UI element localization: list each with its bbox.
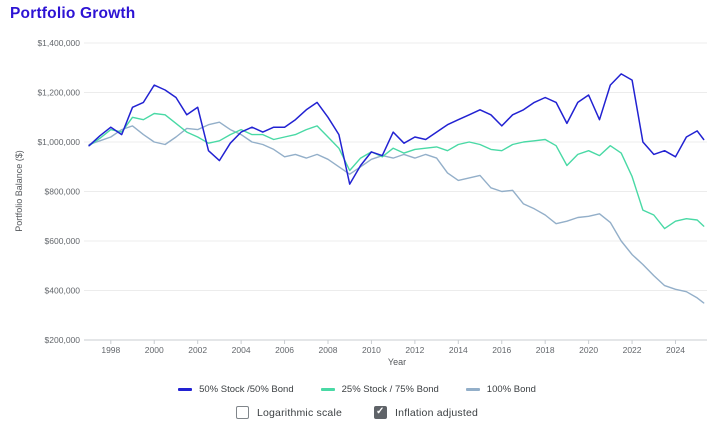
x-tick-label: 2020 bbox=[579, 345, 598, 355]
x-tick-label: 2000 bbox=[145, 345, 164, 355]
legend-swatch-100-bond bbox=[465, 388, 480, 391]
y-tick-label: $800,000 bbox=[45, 187, 81, 197]
legend-label: 50% Stock /50% Bond bbox=[199, 384, 294, 395]
legend-item-25-75[interactable]: 25% Stock / 75% Bond bbox=[320, 384, 439, 395]
series-line-100-bond bbox=[88, 121, 705, 304]
checkbox-label: Inflation adjusted bbox=[395, 406, 479, 419]
x-axis-title: Year bbox=[388, 357, 406, 367]
chart-options: Logarithmic scale Inflation adjusted bbox=[0, 406, 714, 419]
chart-legend: 50% Stock /50% Bond 25% Stock / 75% Bond… bbox=[0, 384, 714, 395]
x-tick-label: 2024 bbox=[666, 345, 685, 355]
x-tick-label: 1998 bbox=[101, 345, 120, 355]
chart-canvas[interactable]: Portfolio Balance ($) Year $200,000 $400,… bbox=[0, 28, 714, 378]
legend-label: 100% Bond bbox=[486, 384, 536, 395]
y-tick-label: $1,000,000 bbox=[37, 137, 80, 147]
series-line-25-stock-75-bond bbox=[88, 112, 705, 230]
x-tick-label: 2014 bbox=[449, 345, 468, 355]
x-tick-label: 2018 bbox=[536, 345, 555, 355]
series-line-50-stock-50-bond bbox=[88, 73, 705, 185]
x-tick-label: 2012 bbox=[405, 345, 424, 355]
y-tick-label: $200,000 bbox=[45, 335, 81, 345]
checkbox-label: Logarithmic scale bbox=[256, 406, 343, 419]
y-tick-label: $400,000 bbox=[45, 286, 81, 296]
checkbox-icon[interactable] bbox=[235, 406, 249, 419]
y-tick-label: $1,400,000 bbox=[37, 38, 80, 48]
x-tick-label: 2016 bbox=[492, 345, 511, 355]
legend-item-100-bond[interactable]: 100% Bond bbox=[465, 384, 536, 395]
x-tick-label: 2004 bbox=[232, 345, 251, 355]
x-tick-label: 2002 bbox=[188, 345, 207, 355]
legend-swatch-50-50 bbox=[178, 388, 193, 391]
x-tick-label: 2006 bbox=[275, 345, 294, 355]
legend-swatch-25-75 bbox=[320, 388, 335, 391]
legend-item-50-50[interactable]: 50% Stock /50% Bond bbox=[178, 384, 294, 395]
inflation-adjusted-checkbox[interactable]: Inflation adjusted bbox=[374, 406, 478, 419]
x-tick-label: 2008 bbox=[319, 345, 338, 355]
y-tick-label: $1,200,000 bbox=[37, 88, 80, 98]
logarithmic-scale-checkbox[interactable]: Logarithmic scale bbox=[235, 406, 343, 419]
x-tick-label: 2022 bbox=[623, 345, 642, 355]
checkbox-icon[interactable] bbox=[374, 406, 388, 419]
y-axis-title: Portfolio Balance ($) bbox=[14, 150, 24, 232]
y-tick-label: $600,000 bbox=[45, 236, 81, 246]
legend-label: 25% Stock / 75% Bond bbox=[341, 384, 439, 395]
x-tick-label: 2010 bbox=[362, 345, 381, 355]
page-title: Portfolio Growth bbox=[10, 5, 136, 22]
